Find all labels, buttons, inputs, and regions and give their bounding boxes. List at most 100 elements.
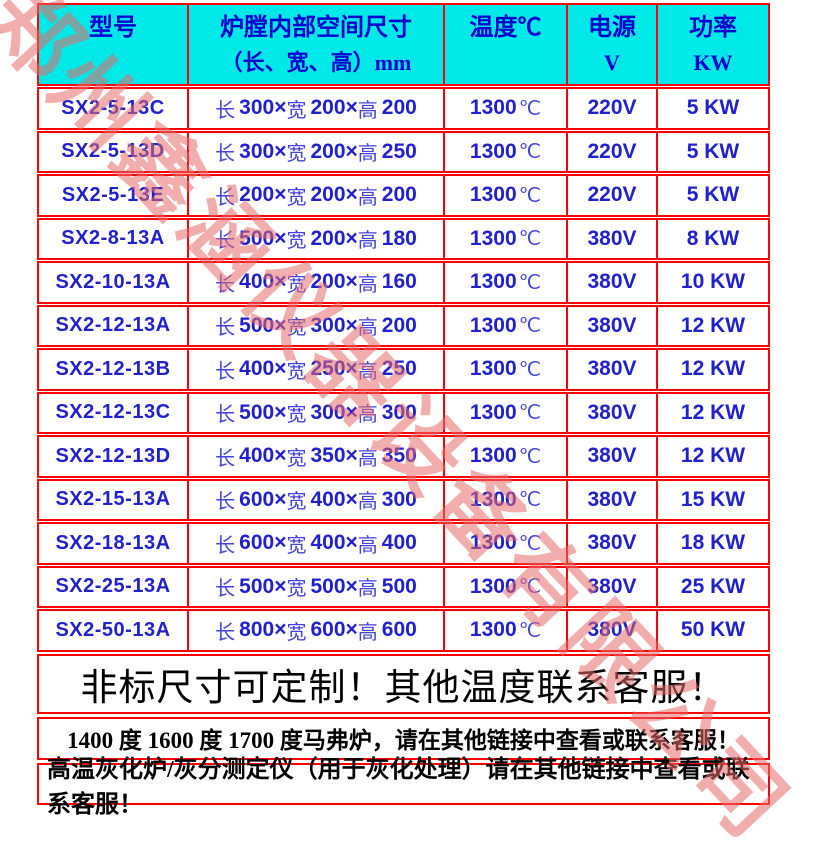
temperature-unit: ℃	[518, 358, 542, 381]
model-number: SX2-25-13A	[55, 575, 171, 598]
cell-temperature: 1300 ℃	[445, 524, 568, 563]
dim-height-label: 高	[357, 317, 378, 340]
table-row: SX2-15-13A 长 600× 宽 400× 高 300 1300 ℃ 380V 15 KW	[37, 478, 770, 521]
cell-temperature: 1300 ℃	[445, 176, 568, 215]
cell-model: SX2-10-13A	[39, 263, 189, 302]
header-power-sub: KW	[693, 50, 733, 75]
cell-model: SX2-12-13D	[39, 437, 189, 476]
dim-width-value: 350×	[310, 444, 358, 468]
cell-model: SX2-25-13A	[39, 567, 189, 606]
dim-height-label: 高	[357, 404, 378, 427]
model-number: SX2-12-13D	[55, 444, 171, 467]
power-value: 5 KW	[686, 96, 740, 120]
dim-length-value: 300×	[239, 96, 287, 120]
power-value: 12 KW	[680, 400, 746, 424]
power-value: 25 KW	[680, 574, 746, 598]
temperature-unit: ℃	[518, 97, 542, 120]
header-voltage-sub: V	[604, 50, 620, 75]
cell-dimensions: 长 500× 宽 500× 高 500	[189, 567, 445, 606]
cell-power: 12 KW	[658, 307, 768, 346]
dim-width-label: 宽	[286, 578, 307, 601]
dim-width-label: 宽	[286, 447, 307, 470]
temperature-value: 1300	[469, 487, 517, 511]
table-row: SX2-10-13A 长 400× 宽 200× 高 160 1300 ℃ 380V 10 KW	[37, 261, 770, 304]
dim-width-value: 300×	[310, 400, 358, 424]
cell-voltage: 220V	[568, 89, 658, 128]
cell-temperature: 1300 ℃	[445, 567, 568, 606]
notice-ashing-furnace: 高温灰化炉/灰分测定仪（用于灰化处理）请在其他链接中查看或联系客服！	[37, 757, 770, 818]
dim-height-value: 200	[381, 313, 417, 337]
header-cell-voltage: 电源 V	[568, 5, 658, 84]
dim-height-value: 160	[381, 270, 417, 294]
temperature-value: 1300	[469, 400, 517, 424]
voltage-value: 220V	[587, 183, 637, 207]
voltage-value: 380V	[587, 487, 637, 511]
dim-width-label: 宽	[286, 621, 307, 644]
dim-width-label: 宽	[286, 99, 307, 122]
cell-dimensions: 长 800× 宽 600× 高 600	[189, 611, 445, 650]
voltage-value: 220V	[587, 139, 637, 163]
dim-length-value: 500×	[239, 400, 287, 424]
temperature-unit: ℃	[518, 315, 542, 338]
table-row: SX2-18-13A 长 600× 宽 400× 高 400 1300 ℃ 380V 18 KW	[37, 522, 770, 565]
power-value: 15 KW	[680, 487, 746, 511]
voltage-value: 220V	[587, 96, 637, 120]
notice-other-temperatures: 1400 度 1600 度 1700 度马弗炉，请在其他链接中查看或联系客服！	[37, 716, 770, 760]
model-number: SX2-18-13A	[55, 531, 171, 554]
cell-temperature: 1300 ℃	[445, 89, 568, 128]
dim-height-label: 高	[357, 621, 378, 644]
temperature-unit: ℃	[518, 576, 542, 599]
model-number: SX2-12-13B	[55, 357, 171, 380]
table-row: SX2-12-13D 长 400× 宽 350× 高 350 1300 ℃ 380V 12 KW	[37, 435, 770, 478]
header-temperature-label: 温度℃	[469, 15, 542, 41]
dim-width-label: 宽	[286, 230, 307, 253]
cell-temperature: 1300 ℃	[445, 480, 568, 519]
cell-voltage: 380V	[568, 480, 658, 519]
cell-model: SX2-8-13A	[39, 219, 189, 258]
cell-power: 18 KW	[658, 524, 768, 563]
dim-length-label: 长	[215, 186, 236, 209]
temperature-value: 1300	[469, 618, 517, 642]
notice-custom-sizes: 非标尺寸可定制！其他温度联系客服！	[37, 653, 770, 714]
cell-voltage: 380V	[568, 567, 658, 606]
dim-width-value: 250×	[310, 357, 358, 381]
cell-temperature: 1300 ℃	[445, 132, 568, 171]
dim-height-label: 高	[357, 360, 378, 383]
cell-dimensions: 长 300× 宽 200× 高 200	[189, 89, 445, 128]
header-dimensions-sub: （长、宽、高）mm	[220, 50, 412, 75]
dim-height-label: 高	[357, 447, 378, 470]
dim-width-value: 200×	[310, 183, 358, 207]
dim-length-label: 长	[215, 534, 236, 557]
dim-length-label: 长	[215, 404, 236, 427]
dim-length-label: 长	[215, 447, 236, 470]
power-value: 18 KW	[680, 531, 746, 555]
cell-voltage: 380V	[568, 350, 658, 389]
dim-length-label: 长	[215, 99, 236, 122]
table-row: SX2-5-13D 长 300× 宽 200× 高 250 1300 ℃ 220V 5 KW	[37, 130, 770, 173]
model-number: SX2-12-13C	[55, 401, 171, 424]
header-cell-dimensions: 炉膛内部空间尺寸 （长、宽、高）mm	[189, 5, 445, 84]
cell-dimensions: 长 500× 宽 300× 高 300	[189, 393, 445, 432]
model-number: SX2-5-13D	[61, 140, 165, 163]
dim-width-label: 宽	[286, 317, 307, 340]
model-number: SX2-8-13A	[61, 227, 165, 250]
temperature-value: 1300	[469, 270, 517, 294]
cell-model: SX2-12-13B	[39, 350, 189, 389]
dim-length-label: 长	[215, 621, 236, 644]
power-value: 12 KW	[680, 444, 746, 468]
cell-voltage: 380V	[568, 437, 658, 476]
cell-voltage: 220V	[568, 176, 658, 215]
temperature-unit: ℃	[518, 532, 542, 555]
dim-height-label: 高	[357, 491, 378, 514]
temperature-value: 1300	[469, 531, 517, 555]
voltage-value: 380V	[587, 618, 637, 642]
header-voltage-label: 电源	[588, 15, 636, 41]
cell-temperature: 1300 ℃	[445, 263, 568, 302]
voltage-value: 380V	[587, 357, 637, 381]
cell-dimensions: 长 600× 宽 400× 高 400	[189, 524, 445, 563]
table-row: SX2-12-13C 长 500× 宽 300× 高 300 1300 ℃ 380V 12 KW	[37, 391, 770, 434]
temperature-unit: ℃	[518, 184, 542, 207]
dim-width-value: 400×	[310, 531, 358, 555]
dim-width-value: 200×	[310, 96, 358, 120]
